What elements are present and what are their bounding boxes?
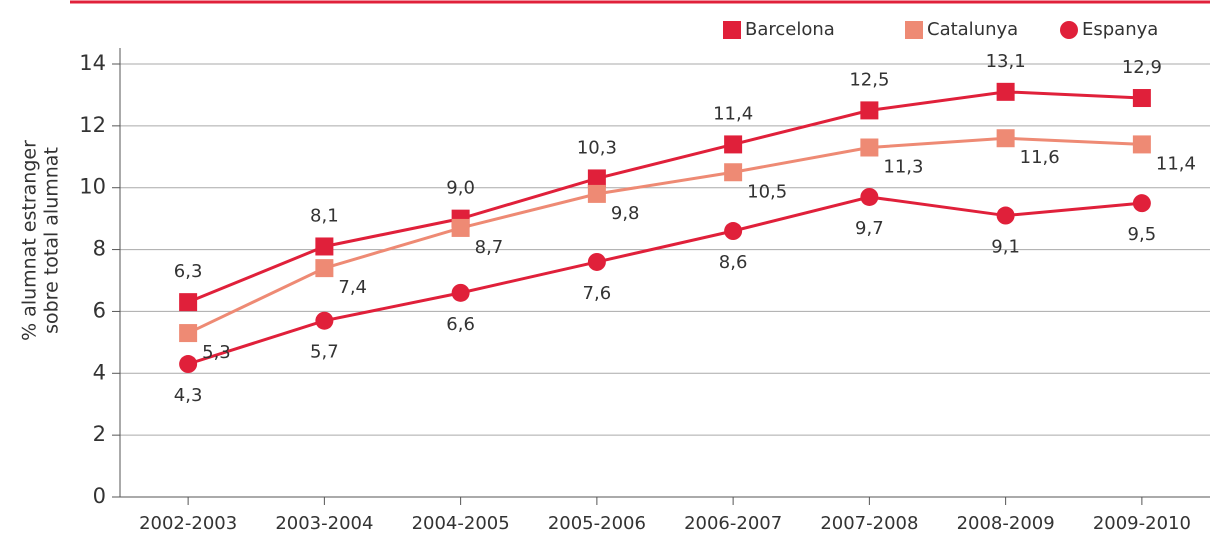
point [587,184,606,203]
legend-label: Espanya [1082,19,1158,40]
data-label: 5,7 [310,342,339,363]
y-tick-label: 10 [79,175,106,199]
point [451,218,470,237]
y-tick-label: 8 [93,237,106,261]
y-tick-label: 4 [93,360,106,384]
y-tick-label: 14 [79,51,106,75]
point [315,311,334,330]
data-label: 8,1 [310,205,339,226]
point [1132,135,1151,154]
y-tick-label: 6 [93,298,106,322]
x-tick-label: 2006-2007 [684,513,782,534]
data-label: 11,4 [713,103,753,124]
y-axis-label: % alumnat estranger [19,140,41,341]
data-label: 8,7 [475,237,504,258]
data-label: 11,6 [1020,147,1060,168]
data-label: 8,6 [719,252,748,273]
point [860,138,879,157]
data-label: 13,1 [986,51,1026,72]
x-tick-label: 2009-2010 [1093,513,1191,534]
data-label: 12,5 [849,69,889,90]
line [187,90,1142,304]
x-tick-label: 2007-2008 [820,513,918,534]
data-label: 7,4 [338,277,367,298]
point [179,293,198,312]
legend-label: Barcelona [745,19,835,40]
legend-marker [1060,21,1078,39]
x-tick-label: 2004-2005 [412,513,510,534]
y-tick-label: 2 [93,422,106,446]
data-label: 4,3 [174,385,203,406]
point [860,101,879,120]
legend-marker [723,21,741,39]
data-label: 11,4 [1156,153,1196,174]
point [179,324,198,343]
data-label: 9,5 [1128,224,1157,245]
y-tick-label: 0 [93,484,106,508]
data-label: 9,7 [855,218,884,239]
legend-marker [905,21,923,39]
x-tick-label: 2008-2009 [957,513,1055,534]
point [860,187,879,206]
point [1132,194,1151,213]
point [996,206,1015,225]
data-label: 11,3 [883,157,923,178]
point [724,135,743,154]
x-tick-label: 2005-2006 [548,513,646,534]
data-label: 6,6 [446,314,475,335]
y-axis-label: sobre total alumnat [41,147,63,334]
line [187,195,1143,366]
data-label: 7,6 [583,283,612,304]
data-label: 9,0 [446,178,475,199]
data-label: 12,9 [1122,57,1162,78]
data-label: 6,3 [174,261,203,282]
point [1132,89,1151,108]
point [451,283,470,302]
x-tick-label: 2003-2004 [275,513,373,534]
point [996,82,1015,101]
data-label: 9,1 [991,237,1020,258]
legend-label: Catalunya [927,19,1018,40]
point [179,355,198,374]
y-tick-label: 12 [79,113,106,137]
point [315,259,334,278]
x-tick-label: 2002-2003 [139,513,237,534]
data-label: 10,3 [577,137,617,158]
point [724,222,743,241]
line [187,136,1142,335]
data-label: 9,8 [611,203,640,224]
point [315,237,334,256]
point [587,169,606,188]
point [724,163,743,182]
data-label: 10,5 [747,181,787,202]
point [996,129,1015,148]
point [587,252,606,271]
data-label: 5,3 [202,342,231,363]
